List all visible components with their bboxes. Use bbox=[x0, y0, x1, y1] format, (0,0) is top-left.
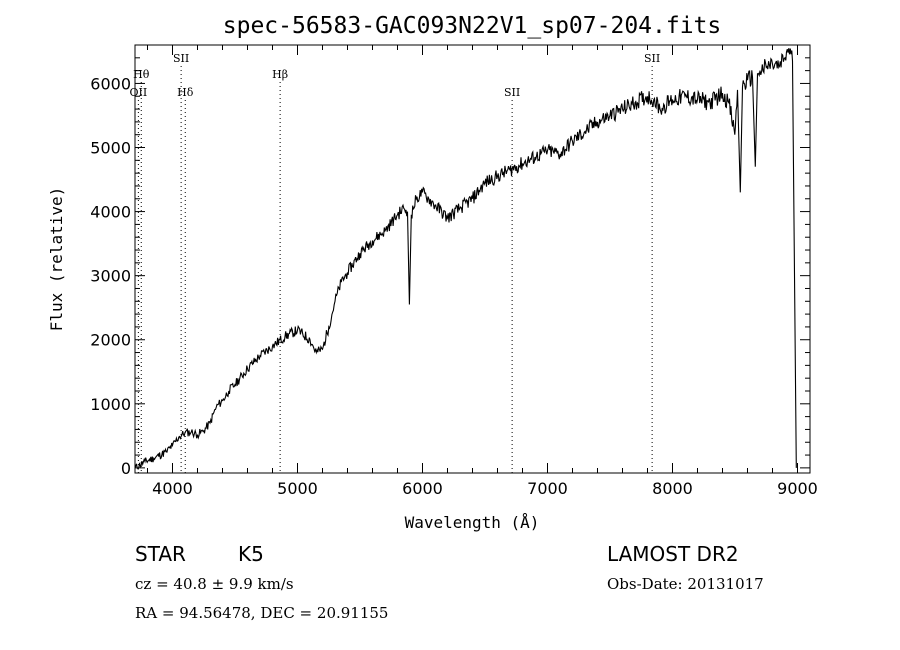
coordinates: RA = 94.56478, DEC = 20.91155 bbox=[135, 604, 389, 622]
object-subclass: K5 bbox=[238, 542, 264, 566]
x-axis: 4000 5000 6000 7000 8000 9000 bbox=[147, 45, 818, 498]
y-axis-label: Flux (relative) bbox=[47, 187, 66, 332]
y-tick-label: 5000 bbox=[90, 139, 131, 158]
line-markers: OII Hθ SII Hδ Hβ SII SII bbox=[130, 52, 660, 473]
line-marker-label: Hθ bbox=[133, 68, 150, 81]
chart-title: spec-56583-GAC093N22V1_sp07-204.fits bbox=[223, 13, 722, 39]
line-marker-label: OII bbox=[130, 86, 148, 99]
x-tick-label: 8000 bbox=[652, 479, 693, 498]
x-tick-label: 4000 bbox=[152, 479, 193, 498]
redshift-velocity: cz = 40.8 ± 9.9 km/s bbox=[135, 575, 294, 593]
spectrum-line bbox=[134, 48, 797, 471]
x-tick-label: 9000 bbox=[777, 479, 818, 498]
x-tick-label: 5000 bbox=[277, 479, 318, 498]
y-axis: 0 1000 2000 3000 4000 5000 6000 bbox=[90, 44, 810, 478]
y-tick-label: 2000 bbox=[90, 331, 131, 350]
y-tick-label: 3000 bbox=[90, 267, 131, 286]
line-marker-label: Hβ bbox=[272, 68, 288, 81]
y-tick-label: 0 bbox=[121, 459, 131, 478]
object-class: STAR bbox=[135, 542, 186, 566]
y-tick-label: 6000 bbox=[90, 74, 131, 93]
plot-frame bbox=[134, 44, 811, 474]
observation-date: Obs-Date: 20131017 bbox=[607, 575, 764, 593]
line-marker-label: Hδ bbox=[177, 86, 194, 99]
x-tick-label: 6000 bbox=[402, 479, 443, 498]
line-marker-label: SII bbox=[504, 86, 520, 99]
line-marker-label: SII bbox=[173, 52, 189, 65]
y-tick-label: 4000 bbox=[90, 203, 131, 222]
x-axis-label: Wavelength (Å) bbox=[405, 513, 540, 532]
x-tick-label: 7000 bbox=[527, 479, 568, 498]
y-tick-label: 1000 bbox=[90, 395, 131, 414]
line-marker-label: SII bbox=[644, 52, 660, 65]
survey-name: LAMOST DR2 bbox=[607, 542, 739, 566]
